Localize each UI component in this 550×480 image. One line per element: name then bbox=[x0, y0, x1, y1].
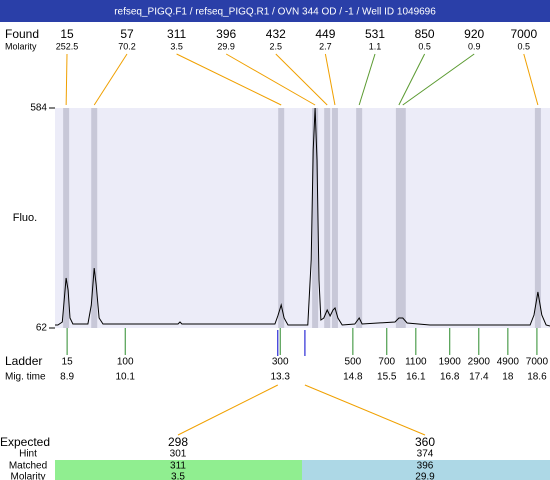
peak-band bbox=[63, 108, 70, 328]
ladder-time: 16.8 bbox=[440, 372, 460, 383]
matched-bg bbox=[302, 460, 550, 480]
matched-bg bbox=[55, 460, 302, 480]
peak-band bbox=[534, 108, 541, 328]
found-molarity: 0.9 bbox=[468, 41, 481, 51]
mig-time-label: Mig. time bbox=[5, 372, 46, 383]
ladder-label: Ladder bbox=[5, 354, 42, 368]
y-label: Fluo. bbox=[13, 212, 37, 224]
ladder-time: 10.1 bbox=[115, 372, 135, 383]
expected-line bbox=[304, 384, 426, 436]
ladder-size: 100 bbox=[117, 357, 134, 368]
ladder-size: 7000 bbox=[526, 357, 549, 368]
found-size: 449 bbox=[315, 27, 335, 41]
molarity-value: 29.9 bbox=[415, 472, 435, 480]
found-size: 311 bbox=[167, 27, 186, 41]
ladder-time: 17.4 bbox=[469, 372, 489, 383]
y-tick-label: 584 bbox=[30, 103, 47, 114]
ladder-size: 2900 bbox=[468, 357, 491, 368]
expected-label: Expected bbox=[0, 435, 50, 449]
peak-band bbox=[312, 108, 319, 328]
found-line bbox=[523, 53, 539, 106]
matched-value: 311 bbox=[170, 461, 186, 472]
ladder-size: 300 bbox=[272, 357, 289, 368]
peak-band bbox=[395, 108, 402, 328]
hint-value: 301 bbox=[170, 449, 187, 460]
matched-label: Matched bbox=[9, 461, 47, 472]
found-molarity: 3.5 bbox=[170, 41, 183, 51]
found-size: 7000 bbox=[510, 27, 537, 41]
found-size: 920 bbox=[464, 27, 484, 41]
plot-area bbox=[55, 108, 550, 328]
found-size: 57 bbox=[120, 27, 134, 41]
found-size: 531 bbox=[365, 27, 385, 41]
peak-band bbox=[399, 108, 406, 328]
peak-band bbox=[331, 108, 338, 328]
hint-label: Hint bbox=[19, 449, 37, 460]
found-molarity: 29.9 bbox=[217, 41, 235, 51]
found-size: 15 bbox=[60, 27, 74, 41]
peak-band bbox=[278, 108, 285, 328]
found-line bbox=[93, 53, 128, 106]
found-molarity: 1.1 bbox=[369, 41, 382, 51]
ladder-time: 18.6 bbox=[527, 372, 547, 383]
ladder-size: 1100 bbox=[405, 357, 427, 368]
found-line bbox=[65, 53, 68, 106]
matched-value: 396 bbox=[417, 461, 434, 472]
found-line bbox=[176, 53, 282, 106]
ladder-time: 18 bbox=[502, 372, 514, 383]
molarity-label: Molarity bbox=[10, 472, 45, 480]
found-line bbox=[225, 53, 316, 106]
expected-line bbox=[177, 384, 279, 436]
peak-band bbox=[324, 108, 331, 328]
peak-band bbox=[91, 108, 98, 328]
found-size: 396 bbox=[216, 27, 236, 41]
found-size: 850 bbox=[415, 27, 435, 41]
found-line bbox=[324, 53, 336, 106]
found-molarity: 0.5 bbox=[418, 41, 431, 51]
molarity-value: 3.5 bbox=[171, 472, 185, 480]
found-line bbox=[402, 53, 475, 106]
title: refseq_PIGQ.F1 / refseq_PIGQ.R1 / OVN 34… bbox=[114, 7, 436, 18]
trace bbox=[55, 107, 550, 327]
ladder-size: 500 bbox=[345, 357, 362, 368]
found-line bbox=[398, 53, 426, 106]
hint-value: 374 bbox=[417, 449, 434, 460]
found-molarity: 252.5 bbox=[56, 41, 79, 51]
ladder-time: 13.3 bbox=[270, 372, 290, 383]
peak-band bbox=[356, 108, 363, 328]
ladder-size: 15 bbox=[62, 357, 74, 368]
ladder-size: 1900 bbox=[439, 357, 462, 368]
ladder-time: 8.9 bbox=[60, 372, 74, 383]
molarity-label: Molarity bbox=[5, 41, 37, 51]
found-molarity: 2.5 bbox=[270, 41, 283, 51]
found-line bbox=[275, 53, 328, 106]
y-tick-label: 62 bbox=[36, 323, 48, 334]
found-line bbox=[358, 53, 376, 106]
found-label: Found bbox=[5, 27, 39, 41]
ladder-time: 14.8 bbox=[343, 372, 363, 383]
ladder-time: 16.1 bbox=[406, 372, 426, 383]
found-size: 432 bbox=[266, 27, 286, 41]
title-bar bbox=[0, 0, 550, 22]
ladder-time: 15.5 bbox=[377, 372, 397, 383]
found-molarity: 2.7 bbox=[319, 41, 332, 51]
ladder-size: 700 bbox=[378, 357, 395, 368]
expected-size: 360 bbox=[415, 435, 435, 449]
found-molarity: 0.5 bbox=[518, 41, 531, 51]
ladder-size: 4900 bbox=[497, 357, 520, 368]
expected-size: 298 bbox=[168, 435, 188, 449]
found-molarity: 70.2 bbox=[118, 41, 136, 51]
